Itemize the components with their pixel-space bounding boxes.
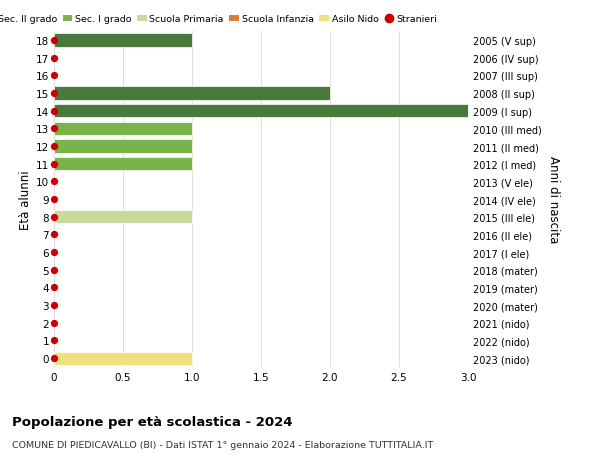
Y-axis label: Anni di nascita: Anni di nascita (547, 156, 560, 243)
Point (49, 284, 59, 291)
Bar (54, 140, 192, 153)
Point (49, 161, 59, 168)
Point (49, 37, 59, 45)
Y-axis label: Età alunni: Età alunni (19, 170, 32, 230)
Point (49, 319, 59, 327)
Point (49, 337, 59, 344)
Legend: Sec. II grado, Sec. I grado, Scuola Primaria, Scuola Infanzia, Asilo Nido, Stran: Sec. II grado, Sec. I grado, Scuola Prim… (0, 15, 437, 24)
Point (49, 196, 59, 203)
Point (49, 231, 59, 239)
Point (49, 213, 59, 221)
Bar (54, 211, 192, 224)
Point (49, 355, 59, 362)
Point (49, 143, 59, 151)
Bar (54, 34, 192, 48)
Point (49, 108, 59, 115)
Point (49, 55, 59, 62)
Bar (54, 158, 192, 171)
Text: COMUNE DI PIEDICAVALLO (BI) - Dati ISTAT 1° gennaio 2024 - Elaborazione TUTTITAL: COMUNE DI PIEDICAVALLO (BI) - Dati ISTAT… (12, 440, 433, 449)
Bar (54, 352, 192, 365)
Point (49, 125, 59, 133)
Bar (54, 87, 330, 101)
Text: Popolazione per età scolastica - 2024: Popolazione per età scolastica - 2024 (12, 415, 293, 428)
Bar (54, 123, 192, 136)
Bar (54, 105, 468, 118)
Point (49, 249, 59, 256)
Point (49, 73, 59, 80)
Point (49, 267, 59, 274)
Point (49, 302, 59, 309)
Point (49, 179, 59, 186)
Point (49, 90, 59, 97)
